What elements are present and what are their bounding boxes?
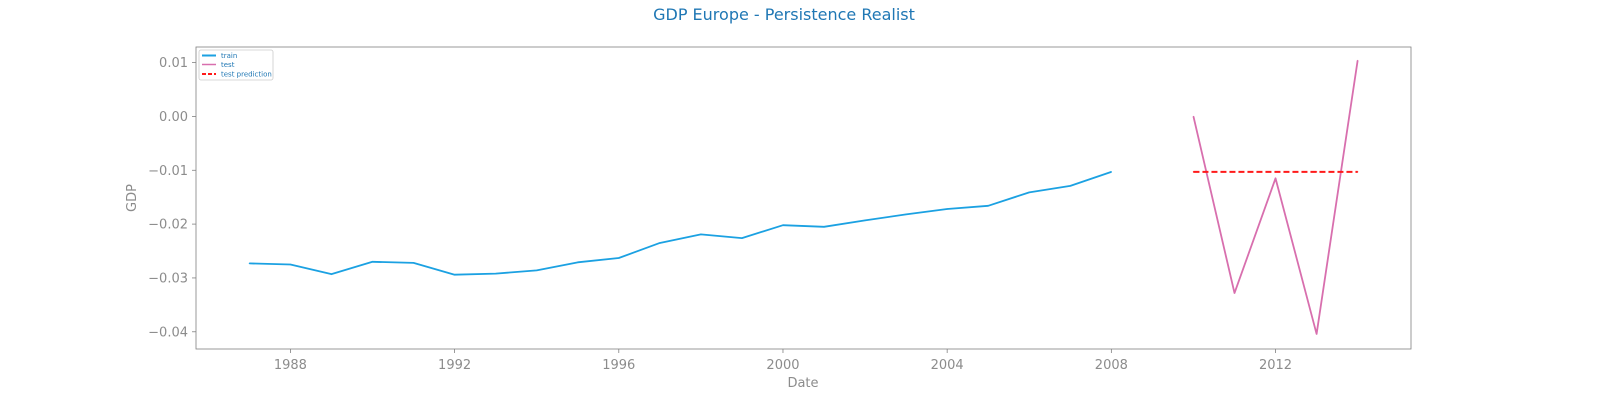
data-point-test-prediction	[1274, 171, 1277, 173]
x-axis-label: Date	[787, 376, 818, 391]
data-point-train	[946, 208, 948, 210]
y-tick-label: 0.01	[159, 56, 188, 71]
series-layer	[248, 59, 1359, 335]
data-point-train	[577, 261, 579, 263]
plot-frame	[195, 46, 1412, 350]
x-tick-label: 2008	[1095, 358, 1128, 373]
y-tick-label: −0.03	[148, 271, 188, 286]
data-point-train	[782, 224, 784, 226]
y-axis-label: GDP	[125, 184, 140, 212]
data-point-test-prediction	[1315, 171, 1318, 173]
data-point-test	[1274, 177, 1277, 179]
x-axis-ticks: 1988 1992 1996 2000 2004 2008 2012	[274, 349, 1292, 373]
data-point-train	[618, 257, 620, 259]
y-tick-label: −0.04	[148, 325, 188, 340]
data-point-train	[1110, 171, 1112, 173]
data-point-train	[289, 263, 292, 266]
data-point-test	[1315, 333, 1318, 335]
legend-label-test: test	[221, 61, 235, 69]
data-point-train	[495, 273, 497, 275]
data-point-train	[248, 262, 250, 265]
data-point-train	[1069, 185, 1071, 187]
y-tick-label: −0.01	[148, 164, 188, 179]
legend-label-test-prediction: test prediction	[221, 71, 272, 79]
data-point-test	[1192, 115, 1195, 118]
data-point-train	[987, 205, 989, 207]
legend-label-train: train	[221, 52, 237, 60]
data-point-train	[823, 226, 825, 228]
data-point-test-prediction	[1233, 171, 1236, 173]
data-point-train	[412, 262, 415, 264]
data-point-test-prediction	[1357, 171, 1359, 173]
series-line-train	[249, 171, 1112, 276]
data-point-train	[1028, 191, 1030, 193]
x-tick-label: 1996	[602, 358, 635, 373]
data-point-test	[1233, 292, 1236, 294]
y-tick-label: −0.02	[148, 218, 188, 233]
chart-title: GDP Europe - Persistence Realist	[653, 5, 915, 24]
x-tick-label: 2000	[766, 358, 799, 373]
x-tick-label: 1988	[274, 358, 307, 373]
data-point-train	[905, 213, 907, 216]
legend-box	[198, 49, 274, 81]
data-point-train	[659, 242, 661, 244]
data-point-train	[453, 274, 456, 276]
x-tick-label: 2004	[931, 358, 964, 373]
x-tick-label: 2012	[1259, 358, 1292, 373]
data-point-test-prediction	[1192, 171, 1195, 173]
data-point-train	[536, 269, 538, 272]
data-point-train	[371, 261, 374, 263]
x-tick-label: 1992	[438, 358, 471, 373]
data-point-train	[700, 233, 702, 235]
legend: train test test prediction	[198, 49, 274, 81]
data-point-train	[330, 273, 333, 275]
data-point-train	[864, 219, 866, 221]
y-axis-ticks: 0.01 0.00 −0.01 −0.02 −0.03 −0.04	[148, 56, 196, 340]
data-point-train	[741, 237, 743, 239]
series-line-test	[1192, 60, 1359, 335]
data-point-test	[1357, 59, 1359, 62]
y-tick-label: 0.00	[159, 110, 188, 125]
